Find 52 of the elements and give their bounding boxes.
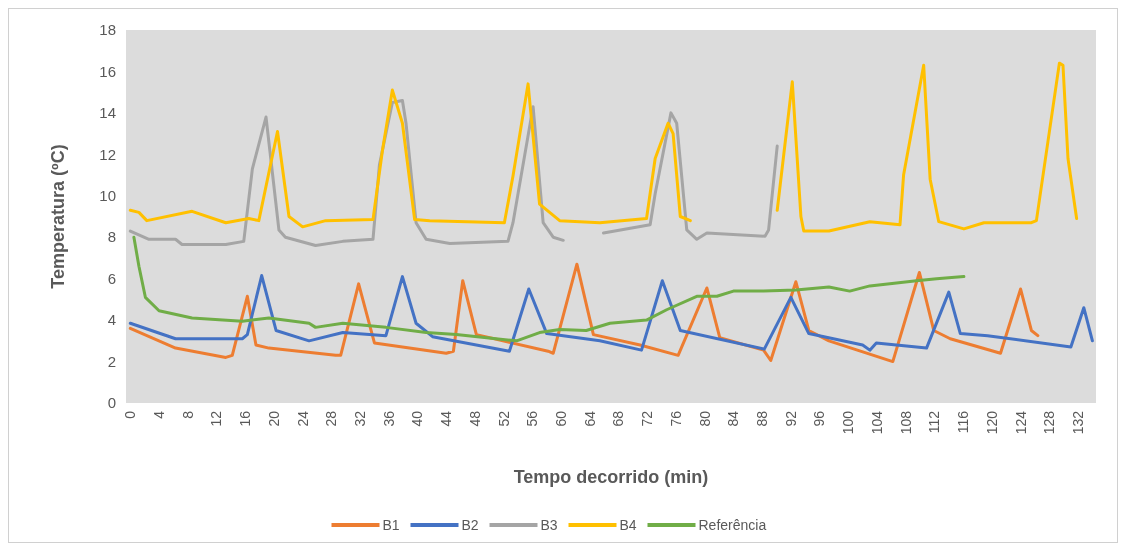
legend-label: B3	[540, 516, 558, 533]
y-tick-label: 2	[107, 352, 116, 370]
x-tick-label: 52	[495, 410, 512, 427]
x-axis-title: Tempo decorrido (min)	[513, 467, 709, 487]
line-series	[132, 235, 966, 343]
x-tick-label: 44	[438, 410, 455, 427]
x-tick-label: 64	[581, 410, 598, 427]
line-series	[128, 274, 1094, 353]
y-tick-label: 16	[99, 62, 116, 80]
legend-label: B4	[619, 516, 637, 533]
y-tick-label: 6	[107, 269, 116, 287]
x-tick-label: 108	[897, 410, 914, 435]
x-tick-label: 128	[1041, 410, 1058, 435]
x-tick-label: 124	[1012, 410, 1029, 435]
x-tick-label: 96	[811, 410, 828, 427]
x-tick-label: 72	[639, 410, 656, 427]
legend-label: B2	[461, 516, 479, 533]
x-tick-label: 76	[667, 410, 684, 427]
x-tick-label: 84	[725, 410, 742, 427]
x-tick-label: 4	[150, 410, 167, 419]
x-tick-label: 12	[208, 410, 225, 427]
x-tick-label: 116	[955, 410, 972, 434]
x-tick-label: 16	[237, 410, 254, 427]
x-tick-label: 100	[840, 410, 857, 435]
x-tick-label: 24	[294, 410, 311, 427]
legend-label: B1	[382, 516, 400, 533]
x-tick-label: 88	[754, 410, 771, 427]
y-tick-label: 18	[99, 21, 116, 39]
x-tick-label: 0	[122, 410, 139, 419]
x-tick-label: 28	[323, 410, 340, 427]
x-tick-label: 68	[610, 410, 627, 427]
x-tick-label: 36	[380, 410, 397, 427]
x-tick-label: 56	[524, 410, 541, 427]
x-tick-label: 8	[179, 410, 196, 419]
y-tick-label: 8	[107, 228, 116, 246]
x-tick-label: 20	[265, 410, 282, 427]
y-tick-label: 12	[99, 145, 116, 163]
x-tick-label: 112	[926, 410, 943, 434]
x-tick-label: 132	[1069, 410, 1086, 435]
x-tick-label: 120	[983, 410, 1000, 435]
x-tick-label: 92	[782, 410, 799, 427]
x-tick-label: 60	[553, 410, 569, 427]
y-axis-title: Temperatura (ºC)	[48, 144, 68, 289]
legend-label: Referência	[698, 516, 767, 533]
x-tick-label: 104	[868, 410, 885, 435]
y-tick-label: 4	[107, 311, 116, 329]
x-tick-label: 32	[351, 410, 368, 427]
x-tick-label: 40	[409, 410, 426, 427]
x-tick-label: 48	[466, 410, 483, 427]
x-tick-label: 80	[696, 410, 713, 427]
y-tick-label: 10	[99, 187, 116, 205]
y-tick-label: 14	[99, 104, 116, 122]
